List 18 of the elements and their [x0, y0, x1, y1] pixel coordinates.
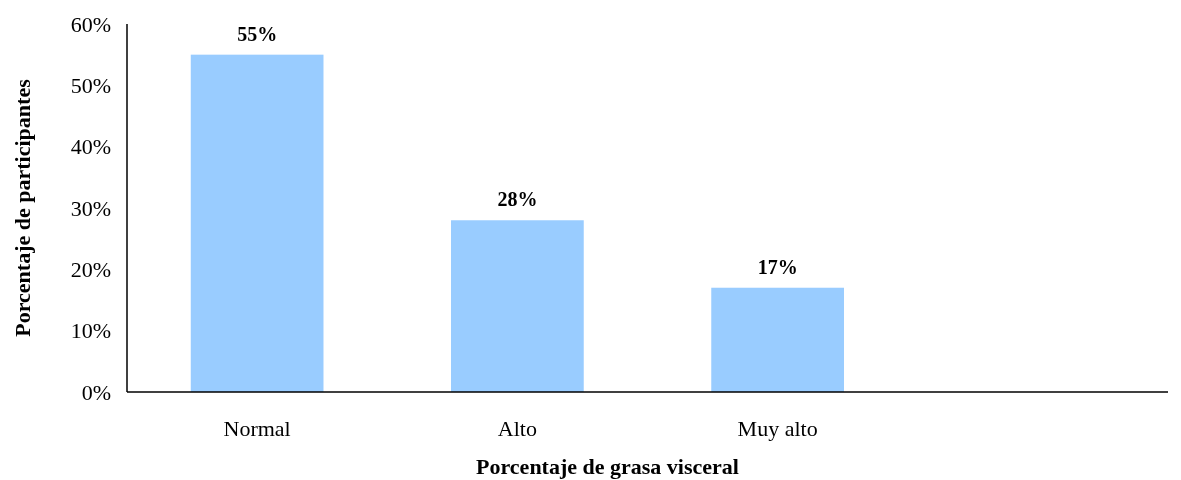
bar [190, 54, 324, 392]
data-label: 55% [237, 22, 278, 45]
x-tick-label: Muy alto [737, 416, 818, 441]
x-axis-title: Porcentaje de grasa visceral [476, 454, 739, 479]
bar [711, 287, 844, 392]
bar [451, 220, 584, 392]
y-tick-label: 20% [70, 257, 111, 283]
y-tick-label: 30% [70, 195, 111, 221]
data-label: 28% [497, 188, 538, 211]
x-tick-label: Normal [223, 416, 291, 441]
y-tick-label: 50% [70, 73, 111, 99]
y-axis-title: Porcentaje de participantes [10, 78, 35, 337]
y-tick-label: 40% [70, 134, 111, 160]
y-tick-label: 0% [81, 379, 111, 405]
x-tick-label: Alto [497, 416, 537, 441]
data-label: 17% [757, 255, 798, 278]
y-tick-label: 10% [70, 318, 111, 344]
y-tick-label: 60% [70, 11, 111, 37]
